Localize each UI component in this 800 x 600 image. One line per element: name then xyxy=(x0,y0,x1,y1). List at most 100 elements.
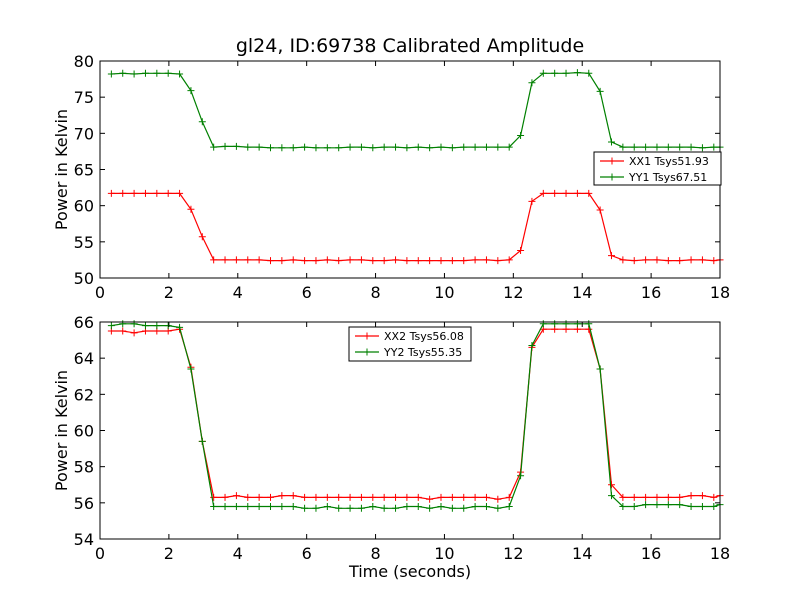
data-point xyxy=(176,70,184,78)
data-point xyxy=(369,502,377,510)
y-tick-label: 80 xyxy=(74,52,94,71)
data-point xyxy=(221,493,229,501)
data-point xyxy=(244,493,252,501)
data-point xyxy=(198,233,206,241)
data-point xyxy=(392,493,400,501)
x-tick-label: 14 xyxy=(572,544,592,563)
y-tick-label: 75 xyxy=(74,88,94,107)
data-point xyxy=(460,504,468,512)
data-point xyxy=(676,257,684,265)
data-point xyxy=(232,142,240,150)
data-point xyxy=(596,206,604,214)
data-point xyxy=(562,69,570,77)
data-point xyxy=(119,189,127,197)
y-tick-label: 65 xyxy=(74,161,94,180)
x-tick-label: 8 xyxy=(370,283,380,302)
data-point xyxy=(551,320,559,328)
data-point xyxy=(505,256,513,264)
data-point xyxy=(301,504,309,512)
data-point xyxy=(312,144,320,152)
data-point xyxy=(698,144,706,152)
legend-box xyxy=(593,151,722,186)
data-point xyxy=(153,322,161,330)
data-point xyxy=(176,323,184,331)
data-point xyxy=(676,493,684,501)
x-axis-label: Time (seconds) xyxy=(348,562,471,581)
x-tick-label: 4 xyxy=(233,283,243,302)
data-point xyxy=(210,493,218,501)
data-point xyxy=(403,502,411,510)
data-point xyxy=(301,143,309,151)
data-point xyxy=(619,143,627,151)
data-point xyxy=(244,502,252,510)
data-point xyxy=(232,492,240,500)
data-point xyxy=(380,493,388,501)
data-point xyxy=(630,257,638,265)
data-point xyxy=(164,189,172,197)
data-point xyxy=(323,256,331,264)
data-point xyxy=(653,256,661,264)
data-point xyxy=(448,493,456,501)
data-point xyxy=(482,256,490,264)
data-point xyxy=(505,143,513,151)
data-point xyxy=(312,257,320,265)
data-point xyxy=(426,504,434,512)
data-point xyxy=(244,256,252,264)
data-point xyxy=(448,257,456,265)
subplot-2: 0 2 4 6 8 10 12 14 16 18 54 56 58 60 62 64 66 Power in Ke… xyxy=(52,313,730,581)
data-point xyxy=(619,493,627,501)
data-point xyxy=(596,365,604,373)
x-tick-label: 4 xyxy=(233,544,243,563)
data-point xyxy=(642,256,650,264)
data-point xyxy=(357,143,365,151)
data-point xyxy=(221,502,229,510)
legend: XX1 Tsys51.93 YY1 Tsys67.51 xyxy=(593,151,722,186)
data-point xyxy=(403,144,411,152)
data-point xyxy=(573,189,581,197)
data-point xyxy=(346,256,354,264)
legend-label: YY1 Tsys67.51 xyxy=(628,171,707,184)
y-tick-label: 58 xyxy=(74,458,94,477)
data-point xyxy=(608,481,615,489)
data-point xyxy=(414,493,422,501)
data-point xyxy=(664,501,672,509)
data-point xyxy=(312,493,320,501)
data-point xyxy=(267,502,274,510)
data-point xyxy=(573,69,581,77)
data-point xyxy=(426,144,434,152)
data-point xyxy=(517,132,525,140)
x-tick-label: 10 xyxy=(434,544,454,563)
data-point xyxy=(630,493,638,501)
data-point xyxy=(585,320,593,328)
data-point xyxy=(494,504,502,512)
data-point xyxy=(403,493,411,501)
data-point xyxy=(392,504,400,512)
data-point xyxy=(335,493,343,501)
data-point xyxy=(312,504,320,512)
data-point xyxy=(107,189,115,197)
data-point xyxy=(505,502,513,510)
data-point xyxy=(710,257,718,265)
data-point xyxy=(630,502,638,510)
data-point xyxy=(437,502,445,510)
data-point xyxy=(176,189,184,197)
data-point xyxy=(164,69,172,77)
data-point xyxy=(346,143,354,151)
legend: XX2 Tsys56.08 YY2 Tsys55.35 xyxy=(348,326,472,362)
data-point xyxy=(380,143,388,151)
y-tick-label: 64 xyxy=(74,349,94,368)
data-point xyxy=(460,257,468,265)
data-point xyxy=(437,257,445,265)
data-point xyxy=(619,256,627,264)
data-point xyxy=(301,257,309,265)
data-point xyxy=(653,501,661,509)
data-point xyxy=(119,320,127,328)
y-tick-label: 60 xyxy=(74,422,94,441)
data-point xyxy=(494,143,502,151)
data-point xyxy=(289,492,297,500)
legend-marker xyxy=(363,348,371,356)
chart-title: gl24, ID:69738 Calibrated Amplitude xyxy=(236,35,584,57)
data-point xyxy=(255,143,263,151)
data-point xyxy=(539,320,547,328)
data-point xyxy=(664,493,672,501)
